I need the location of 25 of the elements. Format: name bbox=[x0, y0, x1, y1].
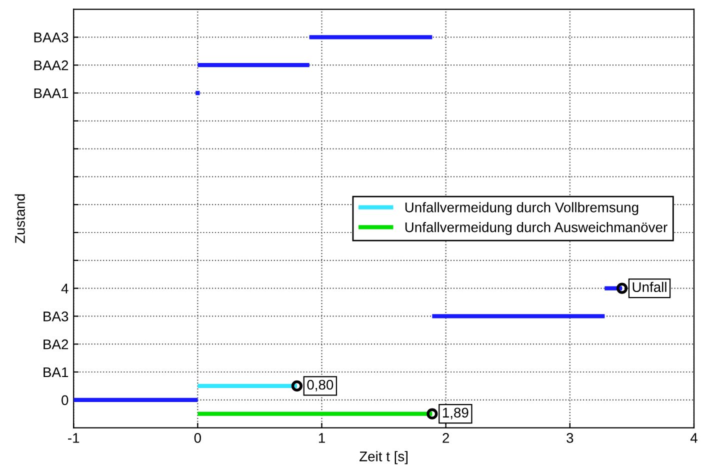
y-axis-title: Zustand bbox=[14, 194, 25, 244]
y-tick-label: BAA1 bbox=[34, 88, 68, 98]
x-tick-label: 3 bbox=[566, 433, 574, 443]
x-tick-label: 0 bbox=[194, 433, 201, 443]
annotation: 0,80 bbox=[307, 380, 334, 392]
point bbox=[196, 90, 200, 96]
annotation: Unfall bbox=[632, 282, 666, 292]
y-tick-label: BAA3 bbox=[34, 32, 68, 42]
x-tick-label: 1 bbox=[318, 433, 325, 443]
point bbox=[616, 282, 628, 294]
x-tick-label: 2 bbox=[442, 433, 449, 443]
x-tick-label: 4 bbox=[690, 433, 698, 443]
annotation: 1,89 bbox=[442, 408, 468, 420]
point bbox=[291, 380, 302, 392]
y-tick-label: BA1 bbox=[44, 367, 68, 378]
y-tick-label: 0 bbox=[62, 395, 68, 406]
legend-label: Unfallvermeidung durch Ausweichmanöver bbox=[405, 222, 668, 235]
point bbox=[426, 408, 438, 420]
legend-label: Unfallvermeidung durch Vollbremsung bbox=[405, 202, 638, 216]
y-tick-label: BA3 bbox=[44, 312, 68, 322]
y-tick-label: BA2 bbox=[44, 339, 68, 350]
x-tick-label: -1 bbox=[68, 433, 80, 443]
y-tick-label: 4 bbox=[61, 284, 68, 294]
y-tick-label: BAA2 bbox=[34, 60, 68, 70]
x-axis-title: Zeit t [s] bbox=[360, 451, 408, 464]
